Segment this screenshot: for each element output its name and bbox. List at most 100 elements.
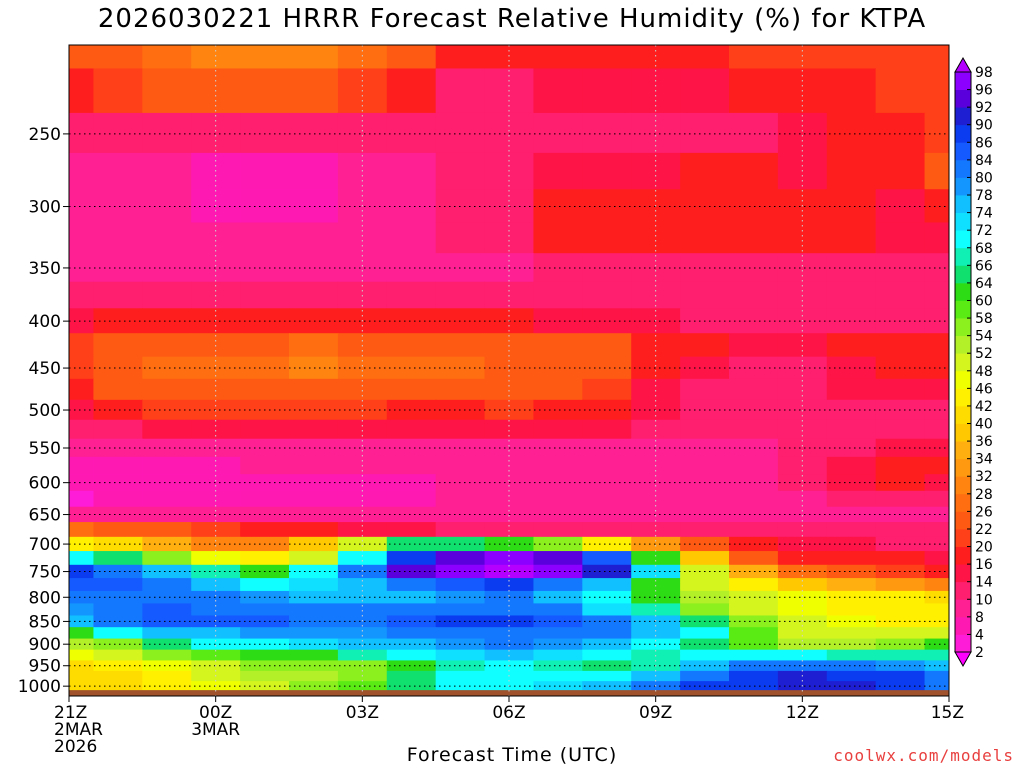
rh-cell	[777, 615, 828, 628]
rh-cell	[289, 536, 339, 552]
rh-cell	[582, 627, 632, 640]
rh-cell	[191, 603, 241, 617]
rh-cell	[191, 490, 241, 508]
x-tick-label: 2026	[54, 737, 97, 757]
rh-cell	[680, 45, 730, 70]
colorbar-swatch	[955, 335, 971, 354]
rh-cell	[680, 522, 730, 538]
rh-cell	[69, 660, 95, 672]
rh-cell	[582, 638, 632, 651]
rh-cell	[924, 45, 949, 70]
x-tick-label: 12Z	[786, 703, 819, 723]
rh-cell	[69, 152, 95, 190]
rh-cell	[386, 551, 437, 566]
rh-cell	[826, 378, 877, 401]
x-tick-label: 06Z	[492, 703, 525, 723]
rh-cell	[826, 68, 877, 114]
rh-cell	[337, 522, 388, 538]
rh-cell	[777, 638, 828, 651]
rh-cell	[337, 638, 388, 651]
rh-cell	[240, 281, 290, 309]
rh-cell	[533, 399, 583, 421]
rh-cell	[533, 189, 583, 224]
rh-cell	[93, 660, 143, 672]
rh-cell	[386, 45, 437, 70]
colorbar-label: 8	[975, 610, 984, 626]
rh-cell	[680, 222, 730, 254]
y-tick-label: 600	[29, 474, 61, 494]
rh-cell	[93, 222, 143, 254]
rh-cell	[289, 660, 339, 672]
rh-cell	[533, 419, 583, 440]
rh-cell	[924, 551, 949, 566]
rh-cell	[582, 506, 632, 523]
rh-cell	[289, 253, 339, 283]
rh-cell	[289, 222, 339, 254]
rh-cell	[729, 112, 779, 154]
rh-cell	[337, 603, 388, 617]
rh-cell	[680, 490, 730, 508]
rh-cell	[289, 627, 339, 640]
rh-cell	[826, 281, 877, 309]
colorbar-frame	[954, 71, 972, 653]
rh-cell	[337, 506, 388, 523]
rh-cell	[386, 438, 437, 458]
rh-cell	[777, 522, 828, 538]
rh-cell	[289, 522, 339, 538]
rh-cell	[337, 564, 388, 579]
rh-cell	[93, 356, 143, 380]
rh-cell	[142, 649, 192, 662]
rh-cell	[142, 522, 192, 538]
rh-cell	[191, 438, 241, 458]
rh-cell	[777, 564, 828, 579]
rh-cell	[289, 578, 339, 592]
rh-cell	[924, 490, 949, 508]
rh-cell	[142, 590, 192, 604]
rh-cell	[680, 281, 730, 309]
rh-cell	[289, 189, 339, 224]
rh-cell	[777, 112, 828, 154]
rh-cell	[582, 356, 632, 380]
y-tick-label: 950	[29, 657, 61, 677]
rh-cell	[533, 281, 583, 309]
rh-cell	[484, 627, 535, 640]
colorbar-swatch	[955, 107, 971, 126]
rh-cell	[93, 490, 143, 508]
chart-title: 2026030221 HRRR Forecast Relative Humidi…	[97, 4, 927, 34]
colorbar-swatch	[955, 72, 971, 90]
rh-cell	[875, 522, 926, 538]
rh-cell	[435, 522, 486, 538]
rh-cell	[337, 536, 388, 552]
rh-cell	[729, 399, 779, 421]
rh-cell	[142, 660, 192, 672]
rh-cell	[484, 378, 535, 401]
rh-cell	[582, 399, 632, 421]
rh-cell	[240, 45, 290, 70]
rh-cell	[289, 551, 339, 566]
rh-cell	[631, 253, 681, 283]
colorbar-label: 42	[975, 399, 993, 415]
colorbar-swatch	[955, 388, 971, 407]
rh-cell	[289, 615, 339, 628]
colorbar-swatch	[955, 528, 971, 547]
rh-cell	[533, 615, 583, 628]
rh-cell	[924, 189, 949, 224]
colorbar-label: 98	[975, 65, 993, 81]
rh-cell	[386, 490, 437, 508]
rh-cell	[826, 603, 877, 617]
rh-cell	[777, 551, 828, 566]
rh-cell	[582, 660, 632, 672]
rh-cell	[435, 333, 486, 358]
rh-cell	[533, 627, 583, 640]
source-credit: coolwx.com/models	[833, 746, 1014, 765]
rh-cell	[69, 522, 95, 538]
rh-cell	[924, 308, 949, 334]
rh-cell	[729, 189, 779, 224]
rh-cell	[191, 522, 241, 538]
rh-cell	[729, 333, 779, 358]
rh-cell	[680, 603, 730, 617]
rh-cell	[924, 474, 949, 492]
rh-cell	[729, 281, 779, 309]
rh-cell	[680, 670, 730, 682]
